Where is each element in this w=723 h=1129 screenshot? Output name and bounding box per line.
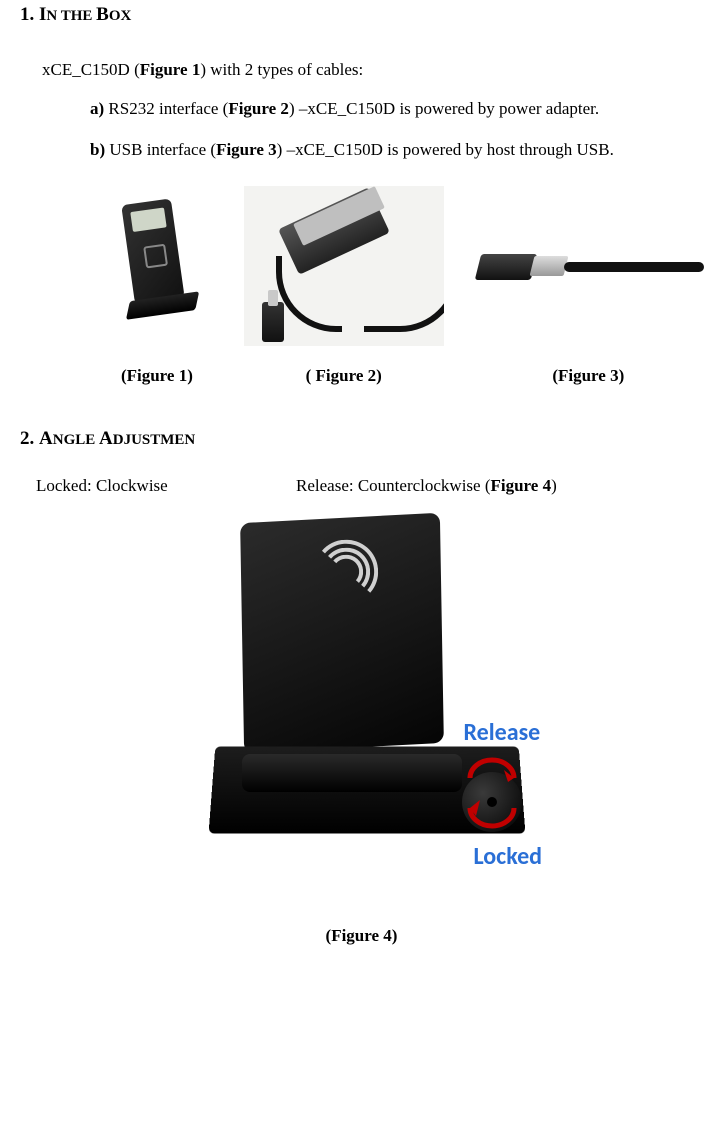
release-overlay-label: Release xyxy=(464,718,541,747)
card-reader-icon xyxy=(113,197,200,335)
figure-3-caption: (Figure 3) xyxy=(552,366,624,386)
figure-1-image xyxy=(97,186,217,346)
locked-arrow-icon xyxy=(460,798,524,838)
section-1-item-a: a) RS232 interface (Figure 2) –xCE_C150D… xyxy=(90,98,703,121)
usb-plug-icon xyxy=(475,254,537,280)
figure-2-caption: ( Figure 2) xyxy=(306,366,382,386)
figure-4-image: Release Locked xyxy=(162,518,562,898)
figure-2-image xyxy=(244,186,444,346)
section-1-title: IN THE BOX xyxy=(39,4,131,25)
figure-4-wrap: Release Locked xyxy=(20,518,703,898)
section-1-intro: xCE_C150D (Figure 1) with 2 types of cab… xyxy=(42,60,703,80)
section-2-title: ANGLE ADJUSTMEN xyxy=(39,428,195,449)
hinge-icon xyxy=(242,754,462,792)
section-2-heading: 2. ANGLE ADJUSTMEN xyxy=(20,428,703,450)
section-1-item-b: b) USB interface (Figure 3) –xCE_C150D i… xyxy=(90,139,703,162)
figure-4-caption: (Figure 4) xyxy=(20,926,703,946)
locked-overlay-label: Locked xyxy=(474,842,543,871)
figure-1-cell: (Figure 1) xyxy=(90,186,224,386)
figure-1-caption: (Figure 1) xyxy=(121,366,193,386)
figure-3-cell: (Figure 3) xyxy=(474,226,703,386)
release-arrow-icon xyxy=(460,748,524,788)
figure-2-cell: ( Figure 2) xyxy=(234,186,454,386)
locked-instruction: Locked: Clockwise xyxy=(36,476,296,496)
section-1-heading: 1. IN THE BOX xyxy=(20,4,703,26)
document-page: 1. IN THE BOX xCE_C150D (Figure 1) with … xyxy=(0,4,723,1129)
angle-instruction-row: Locked: Clockwise Release: Counterclockw… xyxy=(36,476,703,496)
section-2-number: 2. xyxy=(20,428,34,449)
figures-row: (Figure 1) ( Figure 2) (Figure 3) xyxy=(90,186,703,386)
figure-3-image xyxy=(478,226,698,346)
release-instruction: Release: Counterclockwise (Figure 4) xyxy=(296,476,557,496)
power-jack-icon xyxy=(262,302,284,342)
section-1-number: 1. xyxy=(20,4,34,25)
